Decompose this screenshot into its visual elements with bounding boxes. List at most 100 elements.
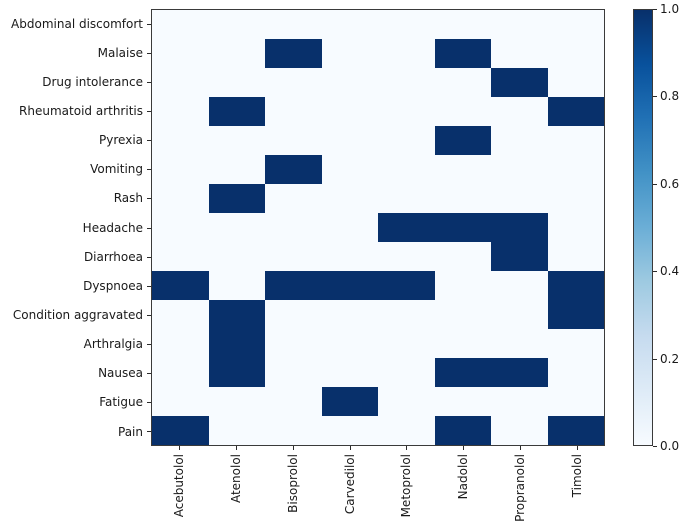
y-axis-tick (147, 110, 151, 112)
col-label: Nadolol (456, 454, 471, 500)
colorbar-tick (653, 446, 657, 447)
col-label: Metoprolol (399, 454, 414, 518)
x-axis-tick (576, 446, 578, 450)
heatmap-cell (265, 242, 322, 271)
heatmap-cell (152, 358, 209, 387)
heatmap-cell (152, 68, 209, 97)
colorbar-tick-label: 0.0 (660, 439, 680, 453)
heatmap-cell (434, 155, 491, 184)
heatmap-cell (434, 184, 491, 213)
heatmap-cell (265, 184, 322, 213)
heatmap-cell (208, 271, 265, 300)
col-label: Carvedilol (342, 454, 357, 515)
heatmap-cell (491, 39, 548, 68)
heatmap-cell (265, 10, 322, 39)
heatmap-cell (152, 242, 209, 271)
heatmap-cell (208, 39, 265, 68)
col-label-box: Propranolol (508, 454, 532, 531)
colorbar-tick (653, 183, 657, 185)
heatmap-cell (321, 155, 378, 184)
heatmap-cell (378, 358, 435, 387)
heatmap-cell (208, 155, 265, 184)
heatmap-cell (378, 126, 435, 155)
heatmap-cell (434, 416, 491, 445)
row-label: Drug intolerance (42, 74, 143, 89)
heatmap-cell (321, 416, 378, 445)
heatmap-cell (208, 329, 265, 358)
row-label: Fatigue (99, 395, 143, 410)
row-label: Condition aggravated (12, 307, 143, 322)
heatmap-cell (321, 358, 378, 387)
x-axis-tick (179, 446, 181, 450)
heatmap-cell (152, 416, 209, 445)
col-label-box: Carvedilol (338, 454, 362, 531)
heatmap-cell (208, 416, 265, 445)
heatmap-cell (491, 416, 548, 445)
heatmap-cell (491, 300, 548, 329)
heatmap-cell (265, 126, 322, 155)
heatmap-cell (547, 10, 604, 39)
heatmap-cell (152, 126, 209, 155)
heatmap-cell (378, 97, 435, 126)
heatmap-cell (547, 271, 604, 300)
heatmap-cell (434, 10, 491, 39)
heatmap-cell (265, 271, 322, 300)
heatmap-cell (208, 10, 265, 39)
heatmap-cell (547, 242, 604, 271)
colorbar-tick-label: 0.4 (660, 264, 680, 279)
heatmap-cell (265, 68, 322, 97)
row-label: Diarrhoea (83, 249, 143, 264)
heatmap-cell (434, 39, 491, 68)
heatmap-cell (378, 242, 435, 271)
heatmap-cell (265, 416, 322, 445)
row-label: Dyspnoea (83, 278, 143, 293)
heatmap-cell (321, 68, 378, 97)
colorbar-tick-label: 0.6 (660, 176, 680, 191)
heatmap-cell (152, 387, 209, 416)
heatmap-cell (208, 126, 265, 155)
col-label: Acebutolol (172, 454, 187, 518)
heatmap-cell (321, 126, 378, 155)
row-label: Vomiting (90, 162, 143, 177)
heatmap-cell (208, 97, 265, 126)
heatmap-cell (434, 300, 491, 329)
heatmap-cell (208, 213, 265, 242)
heatmap-cell (434, 271, 491, 300)
heatmap-cell (265, 97, 322, 126)
heatmap-cell (491, 242, 548, 271)
y-axis-tick (147, 431, 151, 433)
heatmap-cell (265, 155, 322, 184)
y-axis-tick (147, 344, 151, 346)
heatmap-cell (547, 155, 604, 184)
heatmap-cell (547, 126, 604, 155)
y-axis-labels: Abdominal discomfort Malaise Drug intolera… (0, 9, 143, 446)
y-axis-tick (147, 52, 151, 54)
heatmap-cell (547, 329, 604, 358)
heatmap-cell (152, 329, 209, 358)
heatmap-cell (547, 39, 604, 68)
heatmap-cell (434, 387, 491, 416)
heatmap-cell (378, 300, 435, 329)
heatmap-cell (321, 97, 378, 126)
heatmap-cell (378, 68, 435, 97)
col-label: Atenolol (229, 454, 244, 504)
heatmap-cell (491, 68, 548, 97)
row-label: Nausea (98, 366, 143, 381)
col-label-box: Atenolol (224, 454, 248, 531)
heatmap-cell (208, 387, 265, 416)
colorbar-tick-label: 0.8 (660, 89, 680, 104)
heatmap-cell (152, 97, 209, 126)
x-axis-tick (519, 446, 521, 450)
heatmap-cell (491, 213, 548, 242)
x-axis-tick (349, 446, 351, 450)
colorbar-tick-label: 0.2 (660, 351, 680, 366)
x-axis-tick (463, 446, 465, 450)
heatmap-cell (434, 126, 491, 155)
col-label-box: Acebutolol (167, 454, 191, 531)
heatmap-cell (378, 10, 435, 39)
heatmap-cell (321, 242, 378, 271)
heatmap-cell (378, 184, 435, 213)
heatmap-cell (321, 329, 378, 358)
heatmap-cell (491, 387, 548, 416)
heatmap-cell (378, 271, 435, 300)
